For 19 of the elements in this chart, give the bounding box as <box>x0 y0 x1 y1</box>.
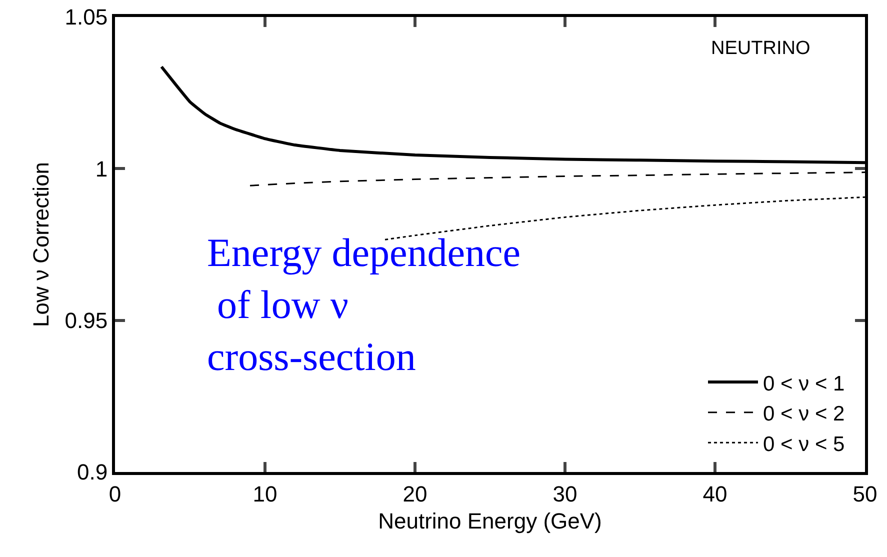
y-axis-title: Low ν Correction <box>28 162 54 328</box>
legend-label: 0 < ν < 2 <box>763 402 845 426</box>
y-tick-label: 0.95 <box>64 308 108 334</box>
legend-label: 0 < ν < 1 <box>763 372 845 396</box>
line-series <box>160 65 865 164</box>
annotation: Energy dependence of low ν cross-section <box>207 230 521 379</box>
annotation: NEUTRINO <box>711 38 810 59</box>
x-tick-label: 0 <box>108 481 122 506</box>
x-tick-label: 50 <box>852 481 878 506</box>
y-tick-label: 1.05 <box>64 4 108 30</box>
x-tick-label: 10 <box>252 481 278 506</box>
line-series <box>249 172 865 186</box>
x-tick-label: 30 <box>552 481 578 506</box>
x-tick-label: 20 <box>402 481 428 506</box>
y-tick-label: 1 <box>95 156 108 182</box>
x-tick-label: 40 <box>702 481 728 506</box>
legend-label: 0 < ν < 5 <box>763 432 845 456</box>
y-tick-label: 0.9 <box>77 460 108 485</box>
x-axis-title: Neutrino Energy (GeV) <box>378 508 602 534</box>
